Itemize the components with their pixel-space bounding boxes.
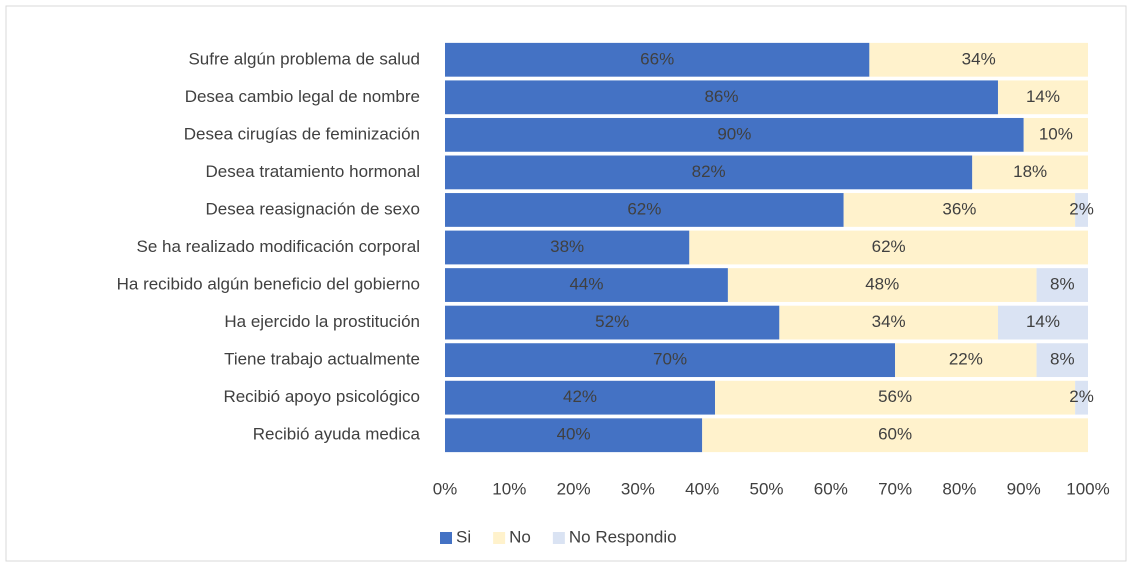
bar-segment: [689, 230, 1088, 265]
x-tick-label: 10%: [492, 479, 526, 498]
bar-segment: [895, 343, 1037, 378]
category-label: Ha recibido algún beneficio del gobierno: [117, 275, 420, 294]
bar-segment: [715, 380, 1076, 415]
data-label: 18%: [1013, 162, 1047, 181]
x-tick-label: 50%: [749, 479, 783, 498]
legend-label: No Respondio: [569, 527, 677, 546]
category-label: Tiene trabajo actualmente: [224, 350, 420, 369]
data-label: 38%: [550, 237, 584, 256]
data-label: 40%: [557, 425, 591, 444]
bar-segment: [445, 305, 780, 340]
data-label: 62%: [627, 199, 661, 218]
data-label: 10%: [1039, 124, 1073, 143]
bar-segment: [1036, 268, 1088, 302]
bar-segment: [445, 418, 703, 453]
data-label: 8%: [1050, 275, 1075, 294]
x-tick-label: 60%: [814, 479, 848, 498]
category-label: Desea tratamiento hormonal: [205, 162, 420, 181]
data-label: 86%: [704, 87, 738, 106]
x-tick-label: 30%: [621, 479, 655, 498]
data-label: 90%: [717, 124, 751, 143]
bar-segment: [445, 155, 973, 190]
x-tick-label: 70%: [878, 479, 912, 498]
bar-segment: [1075, 380, 1088, 415]
category-label: Sufre algún problema de salud: [188, 49, 420, 68]
bar-segment: [445, 117, 1024, 152]
bar-segment: [445, 230, 690, 265]
legend-label: Si: [456, 527, 471, 546]
category-label: Desea cirugías de feminización: [184, 124, 420, 143]
bar-segment: [997, 305, 1088, 340]
x-tick-label: 80%: [942, 479, 976, 498]
data-label: 62%: [872, 237, 906, 256]
bar-segment: [843, 193, 1076, 227]
data-label: 44%: [569, 275, 603, 294]
legend-swatch: [493, 532, 506, 544]
data-label: 34%: [872, 312, 906, 331]
bar-segment: [445, 42, 870, 77]
bar-segment: [445, 80, 998, 115]
bar-segment: [1023, 117, 1088, 152]
data-label: 34%: [962, 49, 996, 68]
data-label: 22%: [949, 350, 983, 369]
data-label: 2%: [1069, 199, 1094, 218]
data-label: 14%: [1026, 87, 1060, 106]
bar-segment: [779, 305, 998, 340]
legend-swatch: [552, 532, 565, 544]
data-label: 66%: [640, 49, 674, 68]
bar-segment: [702, 418, 1088, 453]
category-label: Ha ejercido la prostitución: [224, 312, 420, 331]
category-label: Se ha realizado modificación corporal: [137, 237, 421, 256]
bar-segment: [445, 193, 844, 227]
bar-segment: [997, 80, 1088, 115]
bar-segment: [972, 155, 1088, 190]
bar-segment: [1036, 343, 1088, 378]
bar-segment: [869, 42, 1088, 77]
bar-segment: [445, 380, 716, 415]
x-tick-label: 100%: [1066, 479, 1109, 498]
bar-segment: [1075, 193, 1088, 227]
bar-segment: [727, 268, 1037, 302]
x-tick-label: 20%: [557, 479, 591, 498]
category-label: Desea cambio legal de nombre: [185, 87, 420, 106]
data-label: 2%: [1069, 387, 1094, 406]
data-label: 82%: [692, 162, 726, 181]
bar-segment: [445, 268, 728, 302]
data-label: 14%: [1026, 312, 1060, 331]
data-label: 42%: [563, 387, 597, 406]
data-label: 8%: [1050, 350, 1075, 369]
data-label: 56%: [878, 387, 912, 406]
data-label: 60%: [878, 425, 912, 444]
category-label: Recibió ayuda medica: [253, 425, 421, 444]
data-label: 52%: [595, 312, 629, 331]
category-label: Desea reasignación de sexo: [205, 199, 420, 218]
data-label: 48%: [865, 275, 899, 294]
x-tick-label: 0%: [433, 479, 458, 498]
x-tick-label: 90%: [1007, 479, 1041, 498]
data-label: 70%: [653, 350, 687, 369]
legend-label: No: [509, 527, 531, 546]
legend-swatch: [440, 532, 452, 544]
bar-segment: [445, 343, 896, 378]
data-label: 36%: [942, 199, 976, 218]
x-tick-label: 40%: [685, 479, 719, 498]
category-label: Recibió apoyo psicológico: [223, 387, 420, 406]
